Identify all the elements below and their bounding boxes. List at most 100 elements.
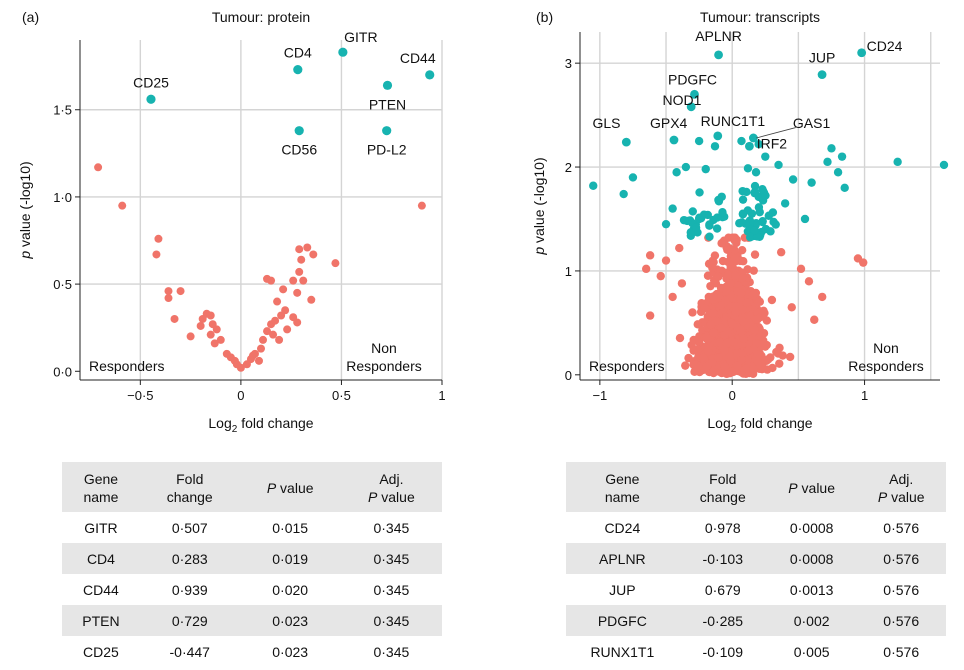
significant-point-nod1 xyxy=(686,102,696,112)
nonsignificant-point xyxy=(739,334,748,344)
nonsignificant-point xyxy=(645,251,655,260)
table-row: PDGFC -0·285 0·002 0·576 xyxy=(566,605,946,636)
cell: APLNR xyxy=(566,543,679,574)
nonsignificant-point xyxy=(279,285,288,294)
nonsignificant-point xyxy=(709,292,718,301)
significant-point xyxy=(755,207,764,217)
nonsignificant-point xyxy=(281,306,290,315)
significant-point-irf2 xyxy=(745,141,754,151)
significant-point xyxy=(738,186,747,196)
x-tick-label: 1 xyxy=(438,388,445,403)
significant-point xyxy=(701,164,710,174)
responders-label: Responders xyxy=(589,358,665,374)
chart-title: Tumour: transcripts xyxy=(700,9,820,25)
significant-point xyxy=(751,168,761,177)
y-tick-label: 2 xyxy=(565,160,572,175)
header-gene-name: Gene name xyxy=(62,462,140,512)
significant-point xyxy=(705,221,714,230)
cell: PTEN xyxy=(62,605,140,636)
x-tick-label: −1 xyxy=(592,388,607,403)
nonsignificant-point xyxy=(758,341,767,351)
significant-point-aplnr xyxy=(714,50,723,60)
nonsignificant-point xyxy=(283,325,292,334)
nonsignificant-point xyxy=(853,254,863,263)
nonsignificant-point xyxy=(702,332,711,342)
nonsignificant-point xyxy=(736,289,746,298)
nonsignificant-point xyxy=(724,270,733,279)
significant-point xyxy=(761,152,770,161)
nonsignificant-point xyxy=(737,245,747,255)
nonsignificant-point xyxy=(417,201,426,210)
cell: 0·023 xyxy=(239,605,341,636)
nonsignificant-point xyxy=(787,303,796,312)
table-row: CD25 -0·447 0·023 0·345 xyxy=(62,636,442,667)
table-row: RUNX1T1 -0·109 0·005 0·576 xyxy=(566,636,946,667)
nonsignificant-point xyxy=(254,356,263,365)
nonsignificant-point xyxy=(297,255,306,264)
nonsignificant-point xyxy=(289,276,298,285)
panel-letter: (b) xyxy=(536,9,553,25)
table-header-row: Gene name Fold change P value Adj. P value xyxy=(566,462,946,512)
cell: 0·576 xyxy=(856,543,946,574)
nonsignificant-point xyxy=(726,279,735,288)
gas1-leader-line xyxy=(756,127,796,139)
table-row: PTEN 0·729 0·023 0·345 xyxy=(62,605,442,636)
cell: 0·576 xyxy=(883,581,920,598)
cell: 0·019 xyxy=(239,543,341,574)
significant-point xyxy=(761,224,771,234)
table-row: APLNR -0·103 0·0008 0·576 xyxy=(566,543,946,574)
header-gene-name: Gene name xyxy=(566,462,679,512)
nonsignificant-point xyxy=(269,330,278,339)
significant-point-pdgfc xyxy=(690,89,699,99)
nonsignificant-point xyxy=(731,308,740,317)
nonsignificant-point xyxy=(698,353,708,362)
nonsignificant-point xyxy=(818,292,827,302)
cell: 0·0013 xyxy=(789,581,834,598)
cell: 0·005 xyxy=(793,643,830,660)
nonsignificant-point xyxy=(742,364,751,373)
nonsignificant-point xyxy=(738,316,747,326)
cell: 0·0008 xyxy=(789,519,834,536)
nonsignificant-point xyxy=(768,363,777,373)
significant-point xyxy=(823,157,832,167)
nonsignificant-point xyxy=(257,344,265,353)
nonsignificant-point xyxy=(722,369,731,379)
significant-point xyxy=(661,219,671,229)
table-row: CD4 0·283 0·019 0·345 xyxy=(62,543,442,574)
significant-point xyxy=(713,213,722,222)
nonsignificant-point xyxy=(689,346,698,355)
significant-point xyxy=(758,185,767,194)
significant-point xyxy=(807,178,816,187)
cell: 0·345 xyxy=(373,581,410,598)
y-tick-label: 1 xyxy=(565,264,572,279)
significant-point xyxy=(939,160,949,170)
x-axis-label: Log2 fold change xyxy=(208,415,313,435)
point-label-cd25: CD25 xyxy=(133,74,169,90)
nonsignificant-point xyxy=(677,279,687,288)
table-row: GITR 0·507 0·015 0·345 xyxy=(62,512,442,543)
nonsignificant-point xyxy=(164,287,173,296)
nonsignificant-point xyxy=(709,328,718,337)
nonsignificant-point xyxy=(742,298,752,307)
nonsignificant-point xyxy=(737,355,746,364)
nonsignificant-point xyxy=(259,335,268,344)
significant-point xyxy=(893,157,902,167)
nonsignificant-point xyxy=(717,239,726,248)
nonsignificant-point xyxy=(695,338,704,347)
cell: CD4 xyxy=(62,543,140,574)
nonsignificant-point xyxy=(753,350,763,359)
nonsignificant-point xyxy=(732,238,741,248)
cell: -0·103 xyxy=(678,543,767,574)
significant-point xyxy=(827,144,836,153)
significant-point xyxy=(712,224,722,233)
protein-volcano-plot: (a) Tumour: protein −0·5 0 0·5 1 0·0 0·5 1·0 1·5 L… xyxy=(17,9,446,435)
cell: 0·978 xyxy=(704,519,741,536)
significant-point xyxy=(746,232,756,241)
significant-point xyxy=(705,232,714,241)
nonsignificant-point xyxy=(154,234,163,243)
cell: 0·576 xyxy=(883,643,920,660)
cell: RUNX1T1 xyxy=(590,643,655,660)
cell: 0·939 xyxy=(171,581,208,598)
nonsignificant-point xyxy=(762,316,772,325)
significant-point xyxy=(681,162,691,172)
